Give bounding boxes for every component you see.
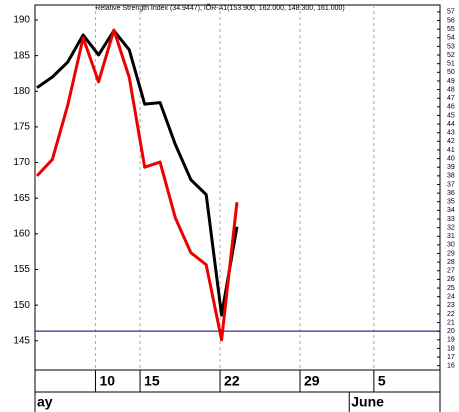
- y2-tick-label: 16: [447, 363, 455, 370]
- x-tick-label: 22: [224, 373, 240, 389]
- y2-tick-label: 50: [447, 69, 455, 76]
- y2-tick-label: 31: [447, 233, 455, 240]
- y2-tick-label: 34: [447, 207, 455, 214]
- y2-tick-label: 30: [447, 242, 455, 249]
- x-tick-label: 5: [378, 373, 386, 389]
- y2-tick-label: 42: [447, 138, 455, 145]
- y2-tick-label: 24: [447, 293, 455, 300]
- y2-tick-label: 20: [447, 328, 455, 335]
- y2-tick-label: 41: [447, 147, 455, 154]
- y-tick-label: 145: [13, 335, 30, 346]
- y2-tick-label: 36: [447, 190, 455, 197]
- x-tick-label: 15: [144, 373, 160, 389]
- y-tick-label: 165: [13, 193, 30, 204]
- y2-tick-label: 43: [447, 130, 455, 137]
- month-label: June: [351, 394, 384, 410]
- y2-tick-label: 57: [447, 9, 455, 16]
- y2-tick-label: 35: [447, 199, 455, 206]
- y2-tick-label: 28: [447, 259, 455, 266]
- y2-tick-label: 19: [447, 337, 455, 344]
- y2-tick-label: 54: [447, 35, 455, 42]
- y2-tick-label: 18: [447, 345, 455, 352]
- y2-tick-label: 39: [447, 164, 455, 171]
- x-tick-label: 29: [304, 373, 320, 389]
- y-tick-label: 190: [13, 15, 30, 26]
- y2-tick-label: 45: [447, 112, 455, 119]
- y2-tick-label: 38: [447, 173, 455, 180]
- y2-tick-label: 48: [447, 86, 455, 93]
- series-line: [36, 29, 239, 317]
- y2-tick-label: 27: [447, 268, 455, 275]
- y2-tick-label: 49: [447, 78, 455, 85]
- y-tick-label: 150: [13, 300, 30, 311]
- y2-tick-label: 53: [447, 43, 455, 50]
- y-tick-label: 170: [13, 157, 30, 168]
- y2-tick-label: 33: [447, 216, 455, 223]
- y2-tick-label: 32: [447, 224, 455, 231]
- y2-tick-label: 44: [447, 121, 455, 128]
- month-label: ay: [37, 394, 53, 410]
- y2-tick-label: 37: [447, 181, 455, 188]
- plot-frame: [34, 4, 441, 371]
- y-tick-label: 155: [13, 264, 30, 275]
- y2-tick-label: 26: [447, 276, 455, 283]
- y2-tick-label: 25: [447, 285, 455, 292]
- y2-tick-label: 21: [447, 319, 455, 326]
- y2-tick-label: 47: [447, 95, 455, 102]
- y-tick-label: 180: [13, 86, 30, 97]
- y2-tick-label: 23: [447, 302, 455, 309]
- y-tick-label: 175: [13, 122, 30, 133]
- y2-tick-label: 51: [447, 61, 455, 68]
- y2-tick-label: 56: [447, 17, 455, 24]
- y2-tick-label: 46: [447, 104, 455, 111]
- y2-tick-label: 29: [447, 250, 455, 257]
- y2-tick-label: 55: [447, 26, 455, 33]
- y2-tick-label: 22: [447, 311, 455, 318]
- y2-tick-label: 40: [447, 155, 455, 162]
- y2-tick-label: 17: [447, 354, 455, 361]
- x-tick-label: 10: [99, 373, 115, 389]
- y2-tick-label: 52: [447, 52, 455, 59]
- y-tick-label: 160: [13, 228, 30, 239]
- y-tick-label: 185: [13, 50, 30, 61]
- series-line: [35, 28, 239, 342]
